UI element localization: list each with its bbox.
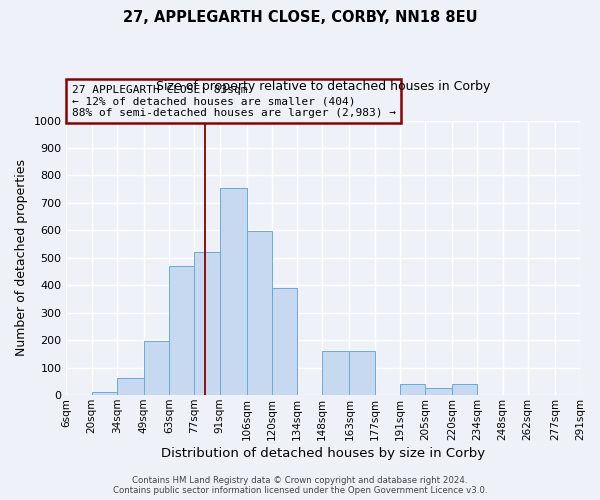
Bar bbox=[349, 351, 374, 395]
X-axis label: Distribution of detached houses by size in Corby: Distribution of detached houses by size … bbox=[161, 447, 485, 460]
Y-axis label: Number of detached properties: Number of detached properties bbox=[15, 160, 28, 356]
Bar bbox=[144, 342, 169, 395]
Text: Contains HM Land Registry data © Crown copyright and database right 2024.
Contai: Contains HM Land Registry data © Crown c… bbox=[113, 476, 487, 495]
Bar bbox=[169, 266, 194, 395]
Bar bbox=[117, 378, 144, 395]
Bar bbox=[452, 384, 477, 395]
Title: Size of property relative to detached houses in Corby: Size of property relative to detached ho… bbox=[156, 80, 490, 93]
Text: 27, APPLEGARTH CLOSE, CORBY, NN18 8EU: 27, APPLEGARTH CLOSE, CORBY, NN18 8EU bbox=[122, 10, 478, 25]
Text: 27 APPLEGARTH CLOSE: 83sqm
← 12% of detached houses are smaller (404)
88% of sem: 27 APPLEGARTH CLOSE: 83sqm ← 12% of deta… bbox=[71, 84, 395, 118]
Bar bbox=[194, 252, 220, 395]
Bar bbox=[272, 288, 297, 395]
Bar bbox=[92, 392, 117, 395]
Bar bbox=[400, 384, 425, 395]
Bar bbox=[247, 232, 272, 395]
Bar bbox=[425, 388, 452, 395]
Bar bbox=[220, 188, 247, 395]
Bar bbox=[322, 351, 349, 395]
